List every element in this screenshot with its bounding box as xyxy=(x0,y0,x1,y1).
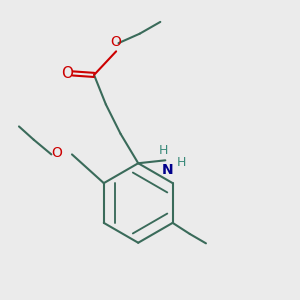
Text: O: O xyxy=(51,146,62,160)
Text: H: H xyxy=(159,144,168,158)
Text: O: O xyxy=(111,35,122,49)
Text: N: N xyxy=(162,163,173,177)
Text: H: H xyxy=(177,156,187,169)
Text: O: O xyxy=(61,66,73,81)
